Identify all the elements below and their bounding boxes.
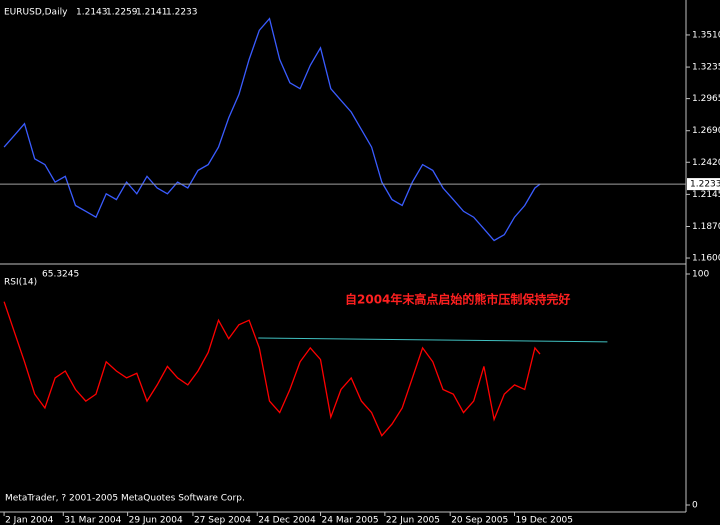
ohlc-value: 1.2233 [166,8,198,18]
rsi-value: 65.3245 [42,270,79,280]
x-tick-label: 31 Mar 2004 [64,516,121,525]
y-tick-label: 100 [692,270,709,280]
panel-title: EURUSD,Daily [4,8,68,18]
y-tick-label: 1.2965 [692,94,720,104]
x-tick-label: 27 Sep 2004 [194,516,251,525]
x-tick-label: 22 Jun 2005 [386,516,440,525]
x-tick-label: 19 Dec 2005 [516,516,574,525]
series-line [3,17,541,242]
x-tick-label: 2 Jan 2004 [5,516,53,525]
ohlc-value: 1.2259 [106,8,138,18]
ohlc-value: 1.2143 [76,8,108,18]
ohlc-value: 1.2141 [136,8,168,18]
trend-line [258,337,608,343]
y-tick-label: 1.3510 [692,30,720,40]
y-tick-label: 1.3235 [692,63,720,73]
panel-title: RSI(14) [4,278,37,288]
y-tick-label: 0 [692,501,698,511]
x-tick-label: 29 Jun 2004 [129,516,183,525]
current-price-label: 1.2233 [690,180,720,190]
x-tick-label: 24 Dec 2004 [258,516,316,525]
y-tick-label: 1.1870 [692,222,720,232]
current-price-box [687,178,720,191]
copyright: MetaTrader, ? 2001-2005 MetaQuotes Softw… [5,494,245,504]
y-tick-label: 1.1600 [692,254,720,264]
series-line [3,301,541,437]
annotation: 自2004年末高点启始的熊市压制保持完好 [345,292,570,307]
y-tick-label: 1.2420 [692,158,720,168]
y-tick-label: 1.2145 [692,190,720,200]
x-tick-label: 24 Mar 2005 [322,516,379,525]
y-tick-label: 1.2690 [692,126,720,136]
x-tick-label: 20 Sep 2005 [451,516,508,525]
